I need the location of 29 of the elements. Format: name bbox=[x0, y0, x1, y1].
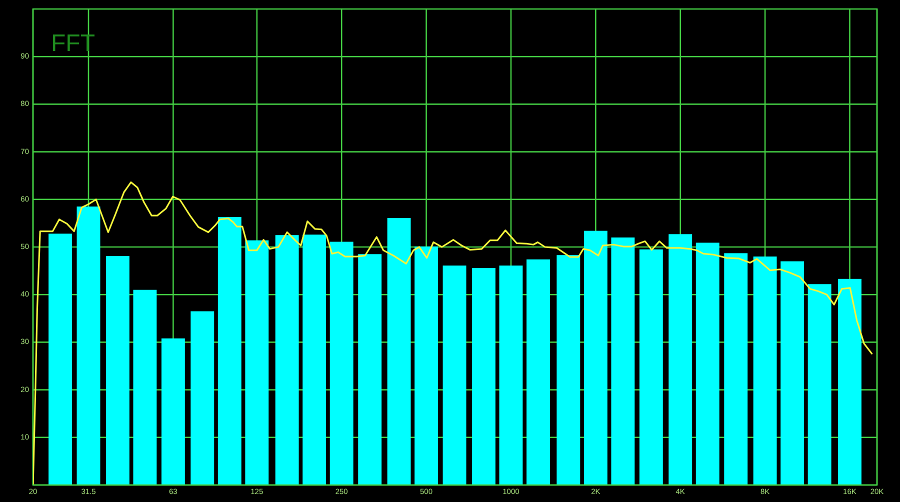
bar bbox=[330, 242, 354, 485]
bar bbox=[414, 246, 438, 485]
bar bbox=[753, 256, 777, 485]
bar bbox=[106, 256, 130, 485]
bar bbox=[808, 284, 832, 485]
bar bbox=[218, 217, 242, 485]
bar bbox=[302, 234, 326, 485]
bar bbox=[668, 234, 692, 485]
bar bbox=[472, 268, 496, 485]
bar bbox=[358, 254, 382, 485]
bar bbox=[133, 290, 157, 485]
bar bbox=[245, 240, 269, 485]
bar bbox=[76, 206, 100, 485]
bar bbox=[275, 235, 299, 485]
bar bbox=[584, 230, 608, 485]
bar bbox=[48, 234, 72, 485]
bar bbox=[556, 255, 580, 485]
bar bbox=[161, 338, 185, 485]
bar bbox=[838, 278, 862, 485]
bar bbox=[499, 266, 523, 485]
bar bbox=[526, 259, 550, 485]
bar bbox=[190, 311, 214, 485]
bar bbox=[387, 218, 411, 485]
bar bbox=[724, 253, 748, 485]
bar bbox=[639, 249, 663, 485]
bar bbox=[696, 242, 720, 485]
bar bbox=[611, 237, 635, 485]
bar bbox=[780, 261, 804, 485]
bar bbox=[442, 266, 466, 485]
